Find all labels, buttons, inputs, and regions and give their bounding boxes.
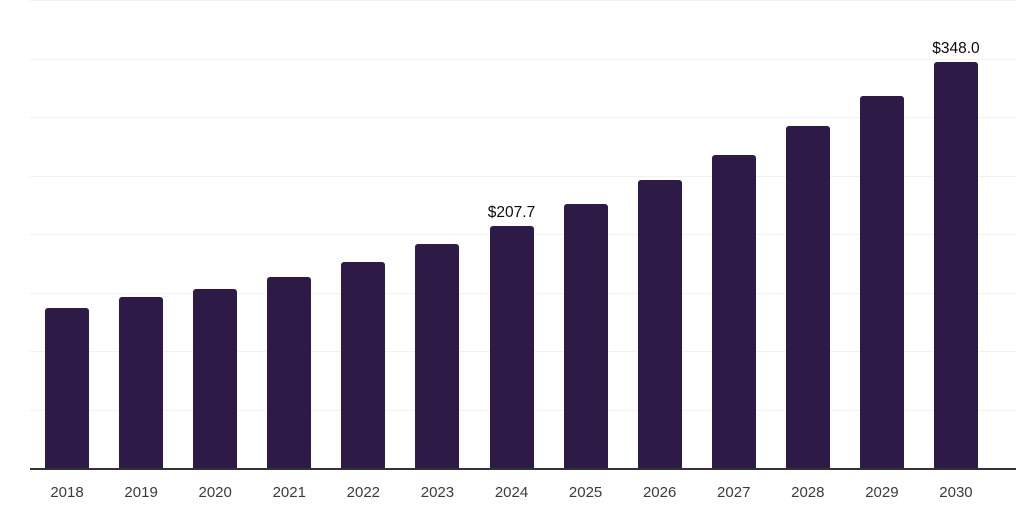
x-tick-label-2021: 2021 [272,484,306,501]
bar-2030 [933,61,978,469]
bar-2026 [637,180,682,469]
x-tick-label-2027: 2027 [717,484,751,501]
x-tick-label-2022: 2022 [346,484,381,501]
gridline-250 [30,175,1016,177]
bar-2021 [267,277,312,469]
x-tick-label-2030: 2030 [939,484,973,501]
bar-2024 [489,226,534,469]
bar-column-2023 [400,1,474,469]
bar-2028 [785,126,830,469]
gridline-400 [30,0,1016,1]
x-tick-label-2023: 2023 [420,484,455,501]
x-tick-label-2019: 2019 [124,484,158,501]
bar-2029 [859,95,904,469]
bar-column-2020 [178,1,252,469]
x-tick-label-2025: 2025 [568,484,603,501]
bar-column-2028 [771,1,845,469]
data-label-2024: $207.7 [487,204,536,221]
gridline-350 [30,58,1016,60]
x-axis-tick-labels: 2018 2019 2020 2021 2022 2023 2024 2025 2026 2027… [30,483,993,502]
bar-column-2027 [697,1,771,469]
bar-column-2019 [104,1,178,469]
bar-column-2030: $348.0 [919,1,993,469]
x-tick-label-2018: 2018 [50,484,84,501]
bar-column-2029 [845,1,919,469]
bar-2025 [563,204,608,469]
x-tick-label-2026: 2026 [642,484,677,501]
x-tick-label-2020: 2020 [198,484,232,501]
bar-2023 [415,244,460,469]
data-label-2030: $348.0 [932,39,980,57]
bar-column-2018 [30,1,104,469]
bar-2020 [193,289,238,469]
bar-column-2021 [252,1,326,469]
gridline-300 [30,117,1016,118]
bar-column-2022 [326,1,400,469]
bar-2022 [341,262,386,469]
bars-row: $207.7 $348.0 [30,1,993,469]
x-tick-label-2024: 2024 [494,484,529,501]
bar-column-2025 [549,1,623,469]
x-axis-line [30,468,1016,470]
bar-2019 [119,297,164,469]
x-tick-label-2028: 2028 [791,484,825,501]
bar-2027 [711,154,756,469]
x-tick-label-2029: 2029 [865,484,899,501]
bar-column-2026 [623,1,697,469]
bar-2018 [45,307,90,469]
bar-column-2024: $207.7 [474,1,548,469]
